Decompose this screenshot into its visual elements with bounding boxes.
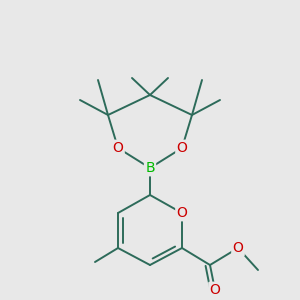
Text: O: O [210, 283, 220, 297]
Text: O: O [112, 141, 123, 155]
Text: B: B [145, 161, 155, 175]
Text: O: O [177, 141, 188, 155]
Text: O: O [232, 241, 243, 255]
Text: O: O [177, 206, 188, 220]
